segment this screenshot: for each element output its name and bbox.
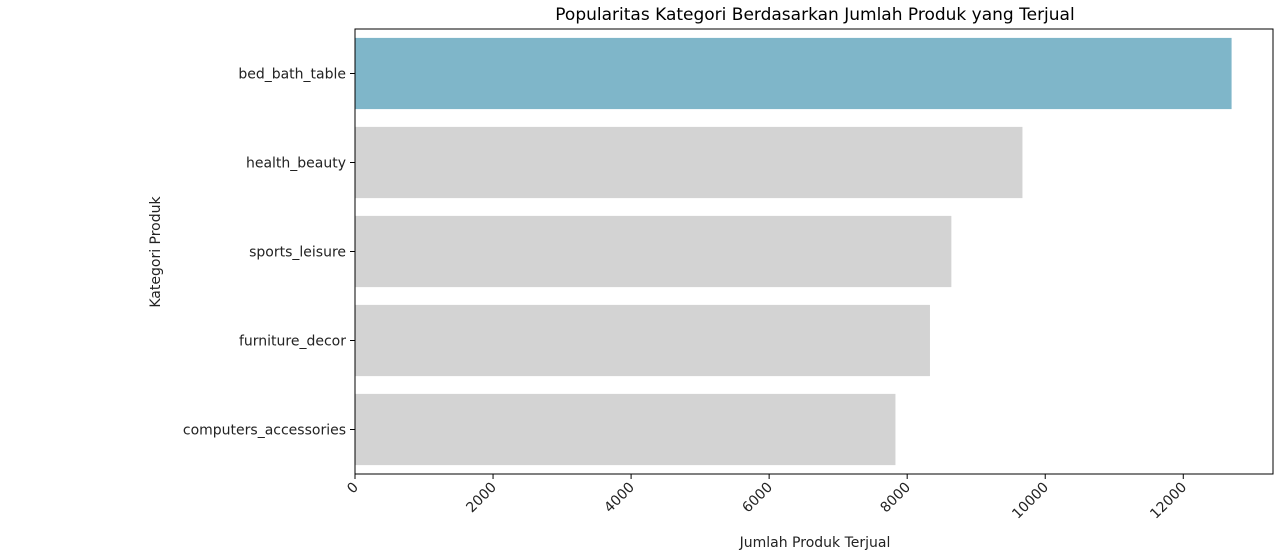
bars-group xyxy=(355,37,1232,466)
x-tick-label: 0 xyxy=(344,480,362,498)
x-axis-label: Jumlah Produk Terjual xyxy=(739,535,891,551)
y-tick-label: bed_bath_table xyxy=(238,67,346,83)
x-tick-label: 6000 xyxy=(739,480,776,517)
y-tick-label: furniture_decor xyxy=(239,334,346,350)
x-tick-label: 8000 xyxy=(877,480,914,517)
bar-furniture_decor xyxy=(355,304,930,377)
y-tick-label: computers_accessories xyxy=(183,423,346,439)
bar-computers_accessories xyxy=(355,393,896,466)
bar-health_beauty xyxy=(355,126,1023,199)
y-axis-label: Kategori Produk xyxy=(148,195,164,307)
y-tick-label: sports_leisure xyxy=(249,245,346,261)
x-tick-label: 2000 xyxy=(463,480,500,517)
x-tick-label: 4000 xyxy=(601,480,638,517)
y-tick-labels: bed_bath_table health_beauty sports_leisur… xyxy=(183,67,355,439)
bar-sports_leisure xyxy=(355,215,952,288)
y-tick-label: health_beauty xyxy=(246,156,346,172)
plot-frame xyxy=(354,28,1274,475)
bar-bed_bath_table xyxy=(355,37,1232,110)
x-tick-label: 10000 xyxy=(1009,480,1052,523)
chart-title: Popularitas Kategori Berdasarkan Jumlah … xyxy=(555,5,1074,25)
x-tick-label: 12000 xyxy=(1147,480,1190,523)
x-ticks: 0 2000 4000 6000 8000 10000 12000 xyxy=(344,474,1190,522)
